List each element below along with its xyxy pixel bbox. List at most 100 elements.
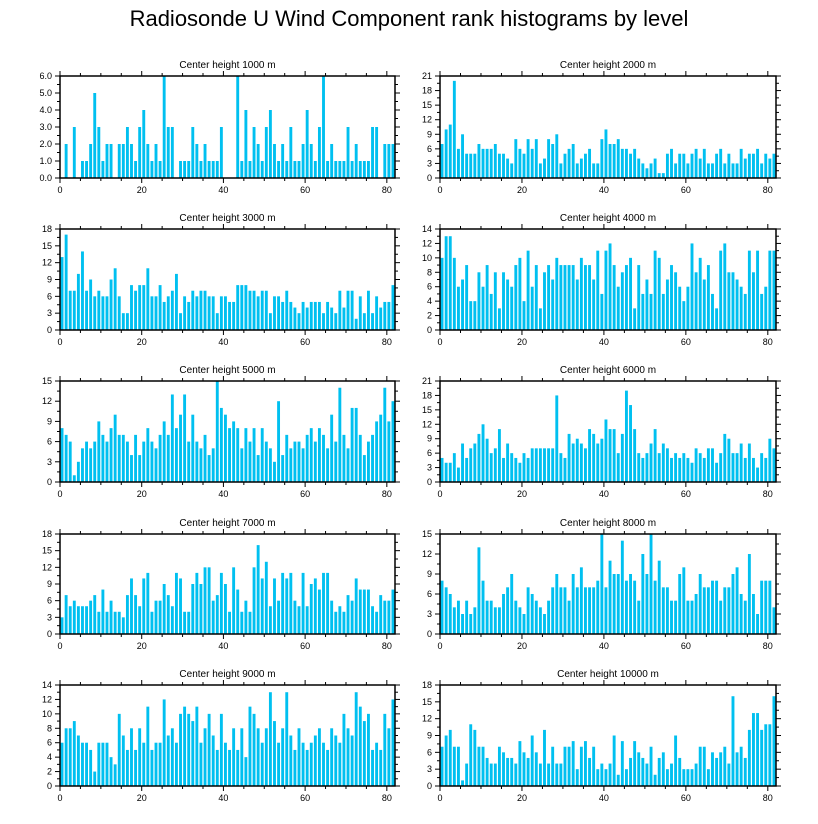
bar xyxy=(653,429,657,482)
bar xyxy=(452,257,456,330)
bar xyxy=(76,606,80,634)
bar xyxy=(85,606,88,634)
bar xyxy=(772,250,776,330)
bar xyxy=(326,572,330,634)
bar xyxy=(305,749,309,786)
bar xyxy=(608,429,612,482)
bar xyxy=(571,574,575,634)
bar xyxy=(665,279,669,330)
bar xyxy=(522,301,526,330)
bar xyxy=(162,301,166,330)
y-tick-label: 9 xyxy=(427,129,432,139)
bar xyxy=(309,301,313,330)
bar xyxy=(105,441,109,482)
bar xyxy=(641,554,645,634)
bar xyxy=(752,594,755,634)
bar xyxy=(219,572,223,634)
bar xyxy=(354,318,358,330)
bar xyxy=(633,308,637,330)
bar xyxy=(371,127,374,178)
bar xyxy=(637,158,641,178)
bar xyxy=(760,580,764,634)
bar xyxy=(604,419,608,482)
bar xyxy=(313,735,317,786)
x-tick-label: 20 xyxy=(137,185,147,195)
bar xyxy=(158,600,162,634)
y-tick-label: 0 xyxy=(47,325,52,335)
panel-title: Center height 5000 m xyxy=(179,365,275,376)
bar xyxy=(461,614,464,634)
bar xyxy=(391,589,395,634)
bar xyxy=(674,453,678,482)
bar xyxy=(686,163,690,178)
bar xyxy=(567,600,571,634)
bar xyxy=(375,127,379,178)
bar xyxy=(203,290,207,330)
bar xyxy=(285,161,289,178)
bar xyxy=(232,567,236,634)
bar xyxy=(584,741,587,786)
bar xyxy=(711,752,714,786)
bar xyxy=(309,584,313,634)
y-tick-label: 3 xyxy=(47,612,52,622)
bar xyxy=(604,587,608,634)
y-tick-label: 9 xyxy=(427,569,432,579)
bar xyxy=(682,301,686,330)
y-tick-label: 9 xyxy=(427,731,432,741)
bar xyxy=(244,600,248,634)
bar xyxy=(174,742,178,786)
bar xyxy=(97,290,101,330)
x-tick-label: 80 xyxy=(763,185,773,195)
bar xyxy=(371,313,374,330)
bar xyxy=(641,757,645,786)
bar xyxy=(747,250,751,330)
bar xyxy=(293,307,297,330)
bar xyxy=(236,76,240,178)
bar xyxy=(575,163,579,178)
x-tick-label: 40 xyxy=(599,641,609,651)
bar xyxy=(530,286,534,330)
bar xyxy=(735,163,739,178)
bar xyxy=(624,580,628,634)
bar xyxy=(481,148,485,178)
bar xyxy=(665,769,669,786)
bar xyxy=(579,567,583,634)
y-tick-label: 8 xyxy=(427,267,432,277)
bar xyxy=(772,607,776,634)
bar xyxy=(346,290,350,330)
bar xyxy=(706,448,710,482)
bar xyxy=(551,144,555,178)
bar xyxy=(657,757,661,786)
bar xyxy=(134,434,138,482)
bar xyxy=(117,144,121,178)
bar xyxy=(101,161,105,178)
bar xyxy=(678,757,682,786)
bar xyxy=(130,144,133,178)
bar xyxy=(657,453,661,482)
bar xyxy=(649,293,653,330)
bar xyxy=(358,589,362,634)
bar xyxy=(661,443,665,482)
bar xyxy=(346,728,350,786)
bar xyxy=(493,607,497,634)
bar xyxy=(534,752,538,786)
bar xyxy=(760,293,764,330)
bar xyxy=(768,250,772,330)
bar xyxy=(383,600,387,634)
bar xyxy=(285,578,289,634)
bar xyxy=(317,127,321,178)
bar xyxy=(85,290,88,330)
panel-1: Center height 1000 m 0.0 1.0 2.0 3.0 4.0 5.0 6.… xyxy=(39,60,400,195)
bar xyxy=(485,600,489,634)
bar xyxy=(101,296,105,330)
bar xyxy=(187,161,191,178)
bar xyxy=(497,153,501,178)
bar xyxy=(452,453,456,482)
bar xyxy=(452,746,456,786)
bar xyxy=(584,153,587,178)
bar xyxy=(448,729,452,786)
bar xyxy=(224,584,227,634)
x-tick-label: 0 xyxy=(437,489,442,499)
bar xyxy=(228,428,231,482)
x-tick-label: 20 xyxy=(137,489,147,499)
